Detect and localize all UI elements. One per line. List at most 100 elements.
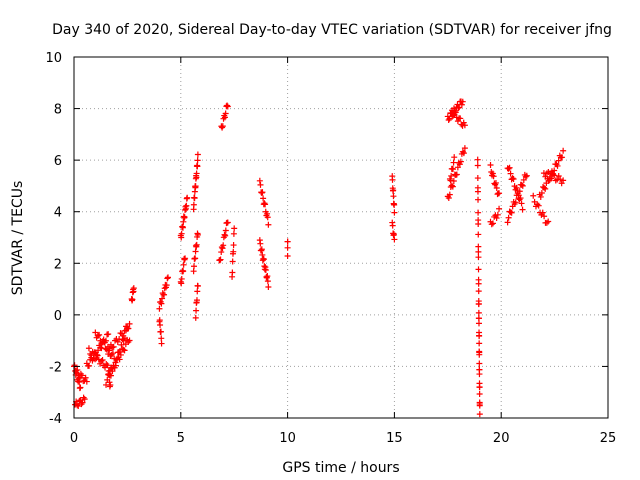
data-point (222, 232, 229, 239)
y-tick-label: -2 (49, 360, 62, 375)
data-point (192, 255, 199, 262)
data-point (112, 362, 119, 369)
data-point (157, 321, 164, 328)
data-point (460, 119, 467, 126)
x-tick-label: 25 (600, 431, 617, 446)
data-point (489, 220, 496, 227)
data-point (125, 325, 132, 332)
data-point (519, 206, 526, 213)
data-point (510, 175, 517, 182)
data-point (548, 175, 555, 182)
data-point (126, 320, 133, 327)
data-point (124, 324, 131, 331)
data-point (260, 256, 267, 263)
data-point (221, 114, 228, 121)
data-point (126, 337, 133, 344)
data-point (496, 205, 503, 212)
data-point (493, 185, 500, 192)
data-point (541, 184, 548, 191)
data-point (221, 231, 228, 238)
data-point (219, 245, 226, 252)
data-point (161, 285, 168, 292)
data-point (535, 202, 542, 209)
data-point (181, 214, 188, 221)
data-point (460, 150, 467, 157)
data-point (83, 378, 90, 385)
data-point (520, 176, 527, 183)
data-point (459, 148, 466, 155)
data-point (474, 188, 481, 195)
data-point (516, 196, 523, 203)
y-tick-label: -4 (49, 412, 62, 427)
data-point (194, 157, 201, 164)
x-tick-label: 20 (493, 431, 510, 446)
y-tick-label: 2 (54, 257, 62, 272)
data-point (476, 371, 483, 378)
data-point (389, 222, 396, 229)
axis-ticks (73, 56, 609, 419)
y-tick-label: 6 (54, 154, 62, 169)
data-point (218, 249, 225, 256)
data-point (259, 189, 266, 196)
data-point (118, 341, 125, 348)
y-tick-label: 4 (54, 206, 62, 221)
data-point (101, 339, 108, 346)
data-point (258, 189, 265, 196)
data-point (475, 209, 482, 216)
data-point (265, 284, 272, 291)
data-point (522, 173, 529, 180)
x-tick-label: 10 (279, 431, 296, 446)
data-point (446, 191, 453, 198)
data-point (179, 224, 186, 231)
data-point (96, 331, 103, 338)
data-point (113, 356, 120, 363)
data-point (457, 158, 464, 165)
chart-title: Day 340 of 2020, Sidereal Day-to-day VTE… (52, 22, 612, 38)
data-point (99, 357, 106, 364)
data-point (391, 201, 398, 208)
data-point (164, 274, 171, 281)
data-point (448, 182, 455, 189)
data-point (230, 230, 237, 237)
data-point (476, 360, 483, 367)
data-point (475, 231, 482, 238)
data-point (157, 328, 164, 335)
data-point (264, 214, 271, 221)
data-point (192, 248, 199, 255)
data-point (508, 209, 515, 216)
data-point (130, 285, 137, 292)
data-point (476, 384, 483, 391)
data-point (457, 115, 464, 122)
data-point (449, 183, 456, 190)
data-point (494, 211, 501, 218)
data-point (219, 124, 226, 131)
data-point (224, 102, 231, 109)
data-point (85, 345, 92, 352)
data-point (117, 330, 124, 337)
data-point (230, 248, 237, 255)
x-axis-label: GPS time / hours (282, 460, 399, 476)
data-point (231, 225, 238, 232)
data-point (558, 180, 565, 187)
x-tick-label: 15 (386, 431, 403, 446)
data-point (256, 177, 263, 184)
data-point (74, 366, 81, 373)
data-point (555, 157, 562, 164)
data-point (114, 338, 121, 345)
data-point (541, 213, 548, 220)
data-point (554, 162, 561, 169)
data-point (104, 362, 111, 369)
y-tick-label: 10 (45, 51, 62, 66)
x-tick-labels: 0 5 10 15 20 25 (70, 431, 616, 446)
data-point (475, 248, 482, 255)
data-point (222, 227, 229, 234)
data-point (194, 288, 201, 295)
data-point (109, 350, 116, 357)
data-point (461, 122, 468, 129)
data-point (505, 214, 512, 221)
data-point (513, 184, 520, 191)
data-point (284, 238, 291, 245)
data-point (192, 314, 199, 321)
data-point (496, 190, 503, 197)
data-point (475, 320, 482, 327)
